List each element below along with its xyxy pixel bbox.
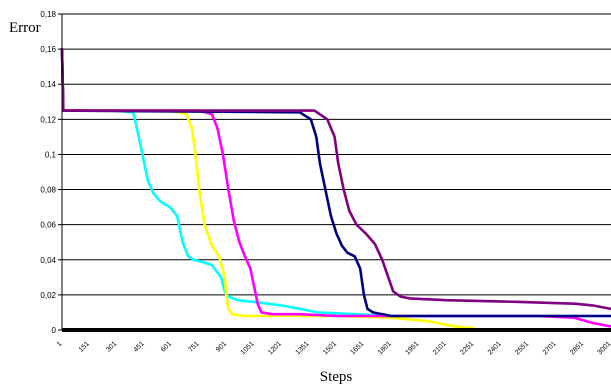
axes [58, 13, 611, 332]
y-tick-label: 0,04 [40, 256, 56, 265]
x-tick-label: 451 [133, 340, 146, 353]
series-lines [60, 47, 611, 330]
series-line-5 [60, 47, 611, 311]
series-line-3 [60, 47, 611, 328]
x-tick-label: 2701 [542, 340, 558, 356]
x-tick-label: 1 [56, 340, 64, 348]
x-tick-label: 301 [105, 340, 118, 353]
x-tick-label: 151 [78, 340, 91, 353]
x-tick-label: 1201 [267, 340, 283, 356]
x-tick-label: 901 [215, 340, 228, 353]
y-tick-label: 0,18 [40, 10, 56, 19]
x-tick-label: 751 [187, 340, 200, 353]
y-tick-label: 0,08 [40, 186, 56, 195]
x-tick-label: 1651 [350, 340, 366, 356]
x-tick-label: 2101 [432, 340, 448, 356]
y-tick-label: 0,06 [40, 221, 56, 230]
y-tick-label: 0,14 [40, 80, 56, 89]
x-tick-label: 1051 [240, 340, 256, 356]
x-tick-label: 2551 [514, 340, 530, 356]
y-tick-label: 0,16 [40, 45, 56, 54]
x-tick-label: 3001 [596, 340, 611, 356]
x-tick-label: 2851 [569, 340, 585, 356]
tick-labels: 0 0,02 0,04 0,06 0,08 0,1 0,12 0,14 0,16 0,18 1 151… [40, 10, 611, 356]
x-tick-label: 1801 [377, 340, 393, 356]
y-tick-label: 0 [52, 326, 57, 335]
x-axis-label: Steps [320, 369, 353, 385]
x-tick-label: 2251 [459, 340, 475, 356]
y-axis-label: Error [9, 20, 41, 36]
x-tick-label: 2401 [487, 340, 503, 356]
x-tick-label: 1351 [295, 340, 311, 356]
series-line-4 [60, 47, 611, 318]
series-line-2 [60, 47, 476, 330]
series-line-1 [60, 47, 611, 318]
x-tick-label: 1501 [322, 340, 338, 356]
y-tick-label: 0,02 [40, 291, 56, 300]
y-tick-label: 0,12 [40, 115, 56, 124]
x-tick-label: 1951 [404, 340, 420, 356]
y-tick-label: 0,1 [45, 150, 57, 159]
x-tick-label: 601 [160, 340, 173, 353]
